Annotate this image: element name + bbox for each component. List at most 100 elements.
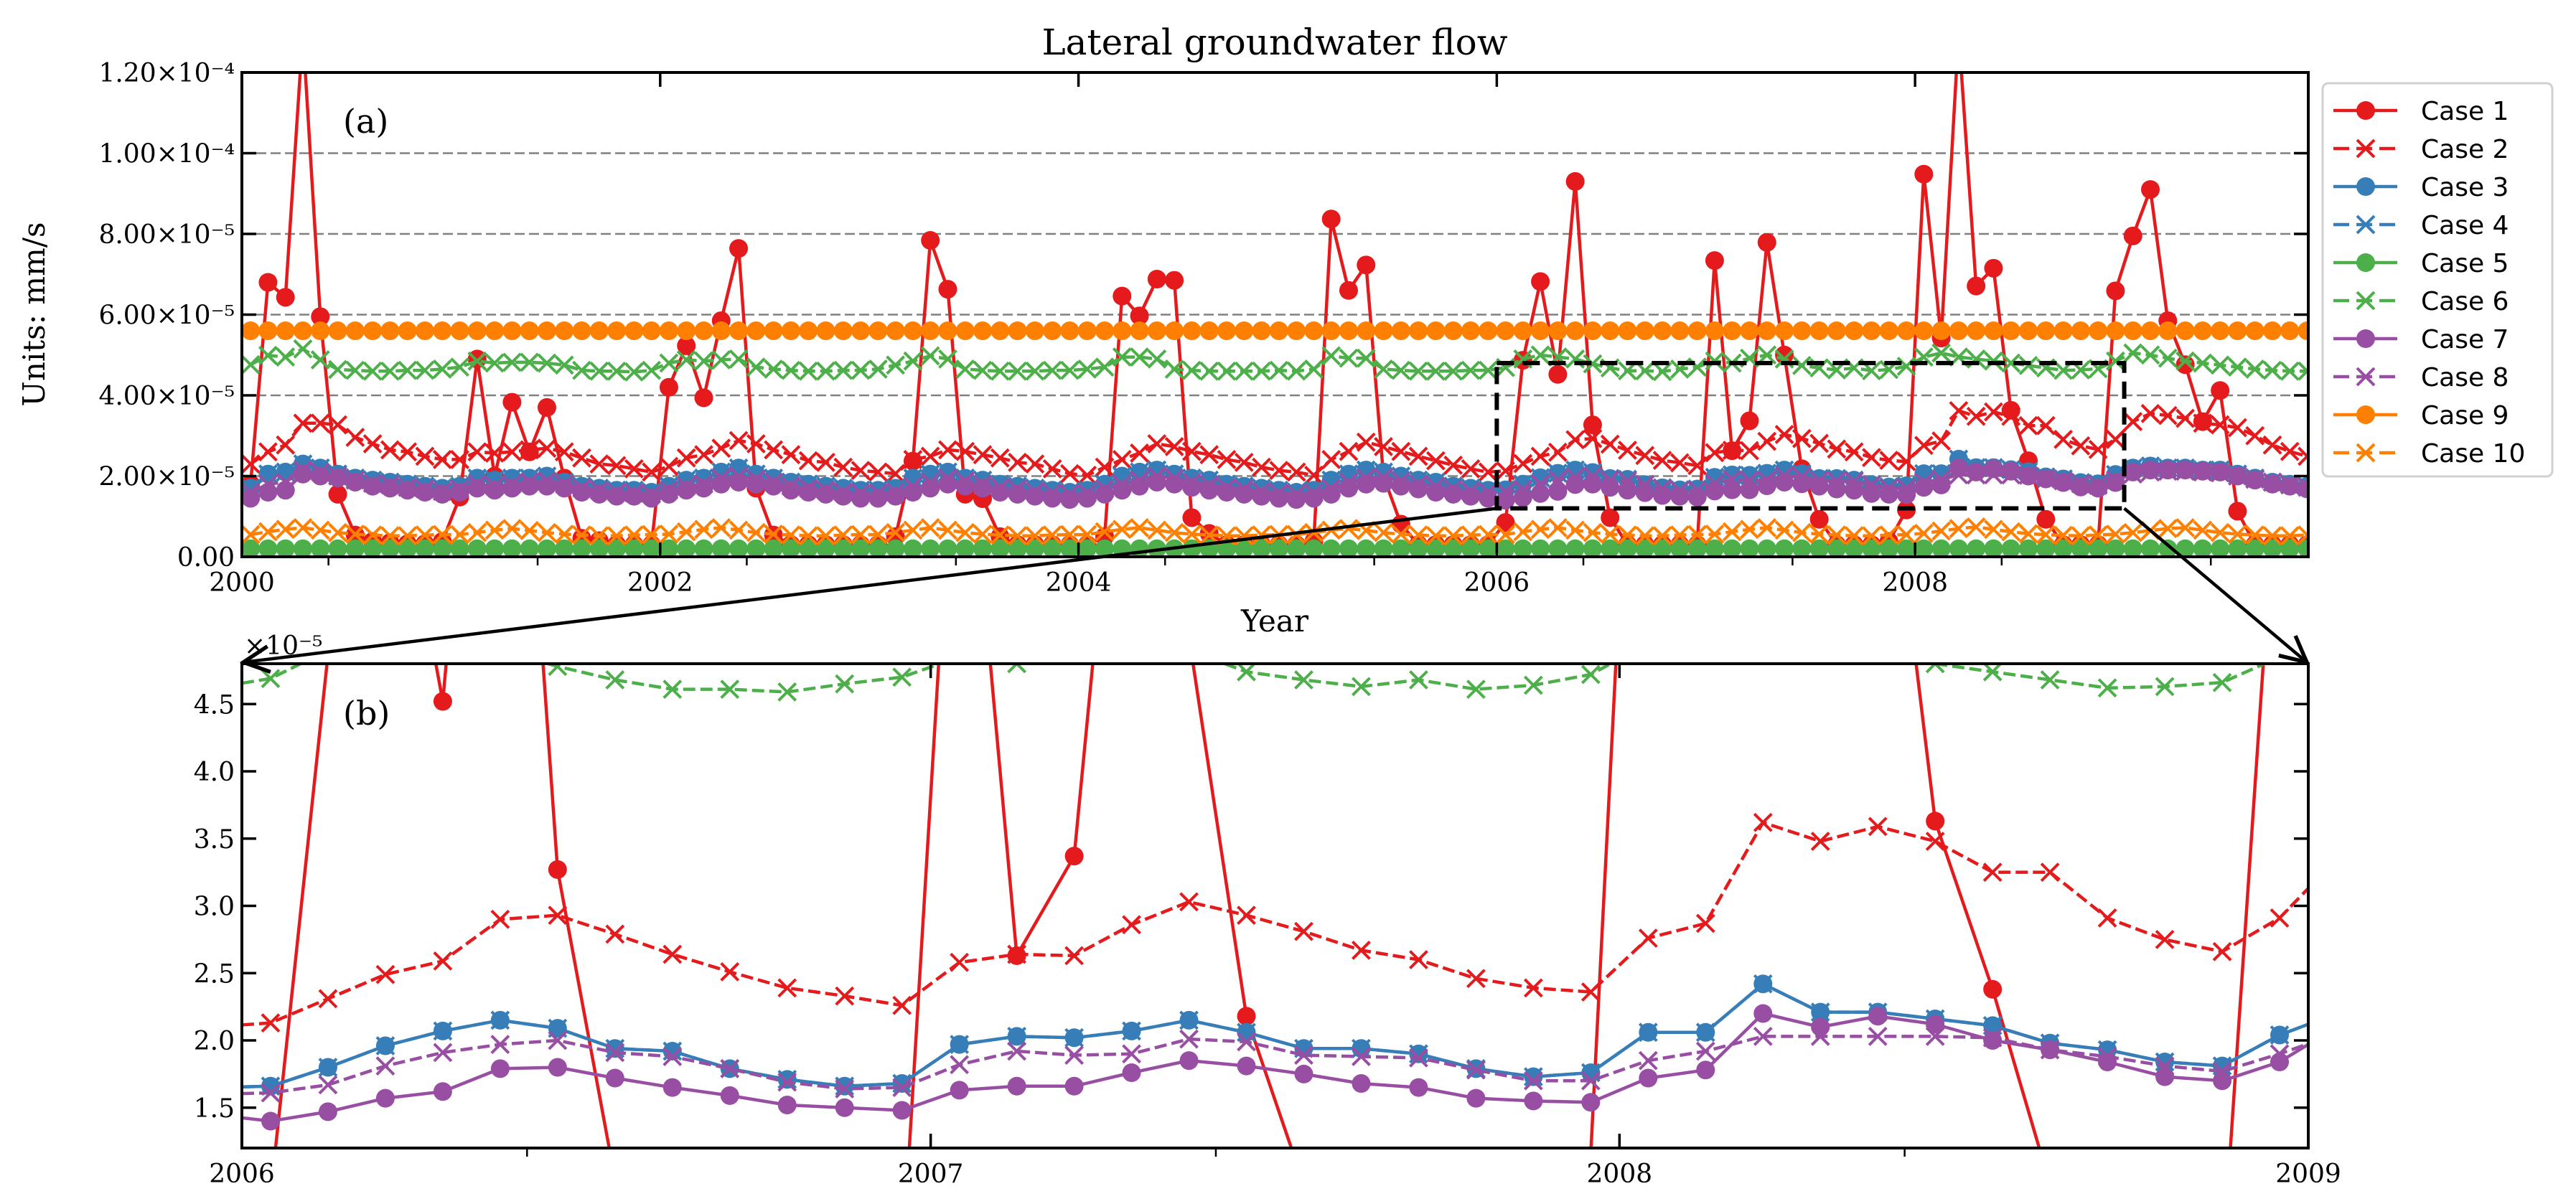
- data-point: [1845, 321, 1864, 340]
- data-point: [1095, 522, 1115, 542]
- data-point: [720, 1086, 739, 1105]
- data-point: [1356, 432, 1376, 452]
- data-point: [606, 456, 627, 476]
- data-point: [362, 434, 383, 453]
- data-point: [2123, 522, 2143, 542]
- data-point: [276, 288, 295, 307]
- data-point: [1478, 462, 1498, 482]
- data-point: [920, 446, 940, 466]
- data-point: [990, 321, 1010, 340]
- data-point: [1112, 466, 1132, 486]
- data-point: [1513, 539, 1532, 557]
- data-point: [2106, 470, 2125, 490]
- data-point: [1774, 520, 1794, 540]
- data-point: [1303, 359, 1324, 379]
- legend-label: Case 4: [2421, 211, 2509, 240]
- data-point: [398, 539, 417, 557]
- data-point: [1896, 357, 1916, 376]
- data-point: [677, 481, 696, 500]
- data-point: [2280, 526, 2300, 546]
- data-point: [293, 464, 312, 484]
- data-point: [415, 321, 434, 340]
- data-point: [554, 525, 574, 544]
- data-point: [2270, 1025, 2290, 1045]
- data-point: [1827, 539, 1846, 557]
- series-case-2: [242, 400, 2308, 485]
- data-point: [892, 1078, 912, 1098]
- data-point: [1165, 321, 1184, 340]
- data-point: [711, 474, 731, 494]
- data-point: [432, 359, 452, 379]
- zoom-annotation: [243, 361, 2307, 663]
- data-point: [1408, 474, 1428, 494]
- data-point: [1635, 526, 1655, 546]
- data-point: [433, 321, 452, 340]
- data-point: [2088, 525, 2108, 545]
- data-point: [1982, 862, 2003, 883]
- data-point: [1357, 321, 1376, 340]
- data-point: [607, 321, 627, 340]
- data-point: [2155, 1052, 2175, 1072]
- connector-arrow-right: [2123, 507, 2307, 663]
- data-point: [2018, 524, 2038, 544]
- legend-entry: Case 6: [2333, 287, 2509, 316]
- data-point: [1757, 232, 1776, 252]
- data-point: [1740, 471, 1759, 491]
- data-point: [2089, 479, 2108, 498]
- data-point: [1757, 470, 1777, 490]
- data-point: [1237, 1007, 1256, 1026]
- data-point: [642, 525, 662, 545]
- data-point: [1983, 1031, 2003, 1050]
- data-point: [2071, 477, 2090, 497]
- data-point: [1130, 518, 1149, 537]
- data-point: [624, 486, 644, 506]
- data-point: [1461, 525, 1481, 545]
- data-point: [1352, 1038, 1371, 1058]
- data-point: [729, 349, 749, 369]
- data-point: [1122, 915, 1141, 935]
- data-point: [1775, 539, 1794, 557]
- data-point: [1122, 1021, 1141, 1041]
- data-point: [380, 539, 400, 557]
- data-point: [380, 475, 400, 495]
- data-point: [1466, 1088, 1486, 1108]
- data-point: [258, 345, 278, 365]
- data-point: [892, 995, 912, 1015]
- data-point: [921, 231, 940, 250]
- data-point: [886, 522, 906, 542]
- data-point: [328, 359, 347, 380]
- data-point: [1984, 539, 2003, 557]
- data-point: [328, 522, 347, 542]
- data-point: [1095, 321, 1115, 340]
- data-point: [720, 961, 740, 982]
- data-point: [467, 479, 487, 498]
- data-point: [2245, 321, 2264, 340]
- data-point: [1237, 1022, 1256, 1043]
- data-point: [2212, 672, 2232, 692]
- data-point: [1391, 441, 1411, 461]
- data-point: [1064, 1045, 1085, 1066]
- data-point: [903, 483, 922, 502]
- data-point: [589, 321, 609, 340]
- data-point: [1530, 446, 1550, 466]
- data-point: [920, 346, 940, 366]
- data-point: [1466, 679, 1486, 700]
- data-point: [1321, 539, 1341, 557]
- data-point: [1774, 466, 1794, 486]
- data-point: [502, 539, 522, 557]
- data-point: [1925, 1026, 1945, 1046]
- data-point: [1286, 484, 1306, 504]
- data-point: [1064, 1027, 1085, 1048]
- data-point: [676, 350, 696, 370]
- data-point: [1147, 434, 1167, 453]
- data-point: [258, 273, 278, 292]
- data-point: [1897, 485, 1916, 504]
- data-point: [1147, 520, 1167, 540]
- data-point: [380, 479, 400, 498]
- data-point: [2036, 509, 2056, 529]
- data-point: [1695, 1041, 1715, 1061]
- data-point: [1237, 1056, 1256, 1076]
- data-point: [2053, 321, 2073, 340]
- data-point: [677, 321, 696, 340]
- data-point: [1095, 539, 1115, 557]
